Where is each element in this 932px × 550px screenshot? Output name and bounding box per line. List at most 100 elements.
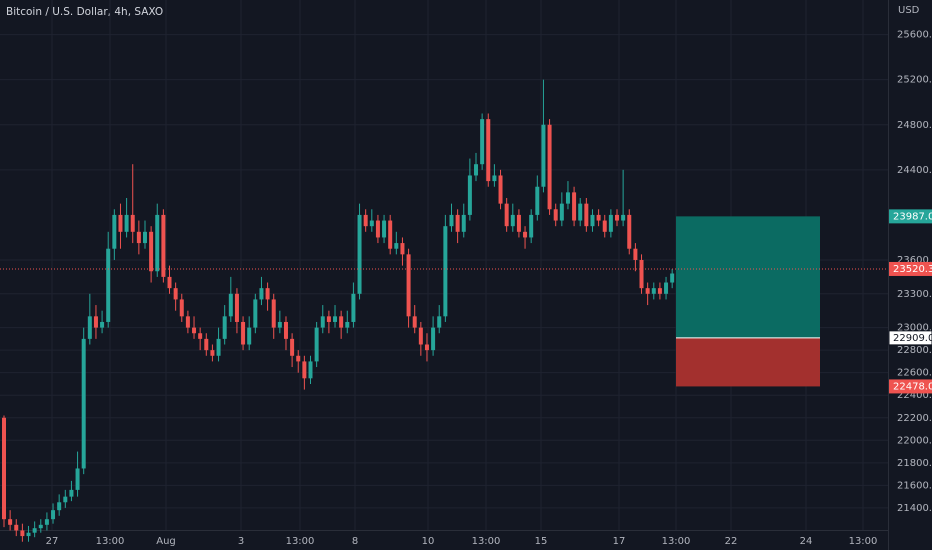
y-tick-label: 21400.0	[897, 503, 932, 514]
candle-body	[443, 226, 448, 317]
x-tick-label: 13:00	[849, 536, 878, 547]
candle-body	[142, 231, 147, 244]
candle-body	[179, 299, 184, 317]
candle-body	[474, 164, 479, 176]
candle-body	[406, 254, 411, 317]
candle-body	[547, 124, 552, 210]
candle-body	[621, 214, 626, 221]
candle-body	[253, 299, 258, 328]
candle-body	[437, 316, 442, 328]
candle-body	[149, 231, 154, 272]
candle-body	[198, 333, 203, 339]
candle-body	[204, 338, 209, 351]
candle-body	[314, 327, 319, 362]
loss-zone	[676, 337, 820, 387]
x-tick-label: 10	[422, 536, 435, 547]
candle-body	[118, 214, 123, 232]
candle-body	[596, 214, 601, 221]
candle-body	[375, 220, 380, 238]
candle-body	[75, 468, 80, 490]
candle-body	[339, 316, 344, 328]
candle-body	[418, 327, 423, 345]
candle-body	[222, 316, 227, 339]
candle-body	[296, 355, 301, 362]
candle-body	[333, 316, 338, 322]
candle-body	[259, 288, 264, 300]
candle-body	[633, 248, 638, 260]
candle-body	[572, 192, 577, 221]
candle-body	[81, 338, 86, 469]
candle-body	[431, 327, 436, 351]
candle-body	[627, 214, 632, 249]
candle-body	[670, 273, 675, 283]
y-tick-label: 22800.0	[897, 345, 932, 356]
candle-body	[241, 321, 246, 345]
candle-body	[320, 316, 325, 328]
candle-body	[8, 519, 13, 525]
candle-body	[467, 175, 472, 215]
target-label: 23987.0	[893, 211, 932, 222]
candle-body	[486, 119, 491, 182]
y-tick-label: 21600.0	[897, 480, 932, 491]
candle-body	[93, 316, 98, 328]
candle-body	[461, 214, 466, 232]
candle-body	[14, 524, 19, 531]
candle-body	[167, 276, 172, 289]
candle-body	[492, 175, 497, 182]
candle-body	[26, 532, 31, 537]
candle-body	[657, 288, 662, 294]
y-tick-label: 23000.0	[897, 323, 932, 334]
candle-body	[112, 214, 117, 249]
candle-body	[173, 288, 178, 300]
candle-body	[400, 243, 405, 255]
candle-body	[210, 350, 215, 356]
candle-body	[357, 214, 362, 294]
candle-body	[541, 124, 546, 187]
candle-body	[602, 220, 607, 232]
candle-body	[480, 119, 485, 165]
candle-body	[57, 502, 62, 511]
candle-body	[283, 321, 288, 339]
x-tick-label: 3	[238, 536, 244, 547]
candle-body	[535, 186, 540, 215]
candle-body	[271, 299, 276, 328]
candle-body	[504, 203, 509, 227]
candle-body	[192, 327, 197, 334]
candle-body	[523, 231, 528, 238]
profit-zone	[676, 216, 820, 338]
candle-body	[63, 496, 68, 503]
y-tick-label: 25200.0	[897, 75, 932, 86]
chart-title: Bitcoin / U.S. Dollar, 4h, SAXO	[6, 6, 163, 18]
x-tick-label: 8	[352, 536, 358, 547]
stop-label: 22478.0	[893, 381, 932, 392]
candle-body	[510, 214, 515, 227]
target-label-bg	[889, 209, 932, 224]
candle-body	[345, 321, 350, 328]
candle-body	[578, 203, 583, 221]
candle-body	[38, 524, 43, 529]
candle-body	[326, 316, 331, 322]
candle-body	[369, 220, 374, 227]
candle-body	[516, 214, 521, 232]
candle-body	[382, 220, 387, 238]
candle-body	[124, 214, 129, 232]
candle-body	[615, 214, 619, 221]
candle-body	[565, 192, 570, 204]
x-tick-label: 13:00	[286, 536, 315, 547]
x-tick-label: 15	[535, 536, 548, 547]
candle-body	[277, 321, 282, 328]
candle-body	[645, 288, 650, 294]
x-tick-label: 22	[725, 536, 738, 547]
candle-body	[2, 417, 6, 520]
candle-body	[351, 293, 356, 322]
candle-body	[247, 327, 252, 345]
candle-body	[130, 214, 135, 232]
y-tick-label: 25600.0	[897, 30, 932, 41]
last-price-label-bg	[889, 261, 932, 276]
candle-body	[608, 214, 613, 232]
x-tick-label: 24	[800, 536, 813, 547]
candle-body	[302, 361, 307, 379]
candle-body	[216, 338, 221, 356]
candle-body	[553, 209, 558, 221]
